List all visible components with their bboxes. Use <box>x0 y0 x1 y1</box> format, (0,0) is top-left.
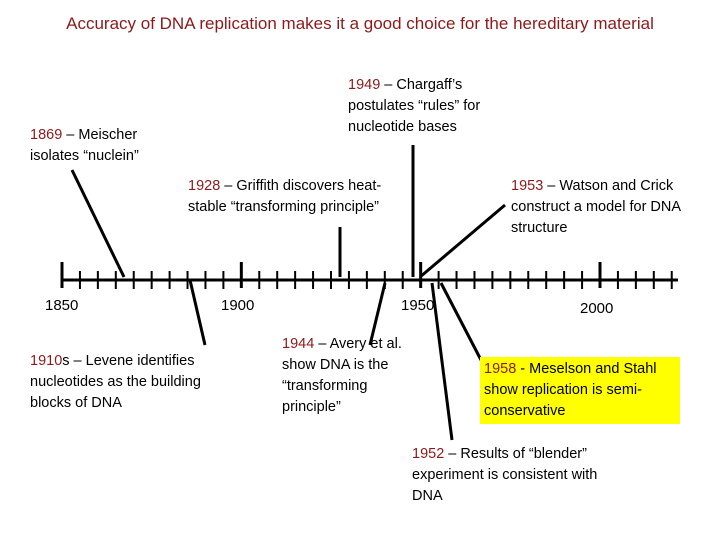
axis-label-1950: 1950 <box>401 297 435 314</box>
event-year: 1869 <box>30 127 63 143</box>
event-1958-highlight-box: 1958 - Meselson and Stahl show replicati… <box>480 357 680 424</box>
axis-label-2000: 2000 <box>580 300 614 317</box>
event-1910: 1910s – Levene identifies nucleotides as… <box>30 351 240 414</box>
diagram-title: Accuracy of DNA replication makes it a g… <box>66 14 654 33</box>
event-1953: 1953 – Watson and Crick construct a mode… <box>511 176 701 239</box>
event-text: – Results of “blender” experiment is con… <box>412 446 598 504</box>
event-text: – Watson and Crick construct a model for… <box>511 178 681 236</box>
event-1928: 1928 – Griffith discovers heat-stable “t… <box>188 176 388 218</box>
event-1869: 1869 – Meischer isolates “nuclein” <box>30 125 170 167</box>
event-year: 1952 <box>412 446 445 462</box>
leader-line-1944 <box>368 282 387 346</box>
leader-line-1910 <box>188 279 207 346</box>
leader-line-1958 <box>439 282 483 361</box>
event-year: 1958 <box>484 361 517 377</box>
event-1949: 1949 – Chargaff’s postulates “rules” for… <box>348 75 513 138</box>
event-text: s – Levene identifies nucleotides as the… <box>30 353 201 411</box>
leader-line-1953 <box>419 203 506 279</box>
event-year: 1910 <box>30 353 63 369</box>
axis-label-1850: 1850 <box>45 297 79 314</box>
leader-line-1869 <box>70 169 126 278</box>
event-year: 1944 <box>282 336 315 352</box>
axis-label-1900: 1900 <box>221 297 255 314</box>
event-year: 1949 <box>348 77 381 93</box>
timeline-ticks <box>60 262 673 289</box>
event-text: – Meischer isolates “nuclein” <box>30 127 139 164</box>
event-text: – Chargaff’s postulates “rules” for nucl… <box>348 77 481 135</box>
event-1952: 1952 – Results of “blender” experiment i… <box>412 444 627 507</box>
event-year: 1928 <box>188 178 221 194</box>
event-text: – Griffith discovers heat-stable “transf… <box>188 178 382 215</box>
event-year: 1953 <box>511 178 544 194</box>
event-text: – Avery et al. show DNA is the “transfor… <box>282 336 402 415</box>
event-text: - Meselson and Stahl show replication is… <box>484 361 657 419</box>
event-leader-lines <box>70 145 506 441</box>
leader-line-1952 <box>430 282 454 441</box>
event-1944: 1944 – Avery et al. show DNA is the “tra… <box>282 334 422 418</box>
